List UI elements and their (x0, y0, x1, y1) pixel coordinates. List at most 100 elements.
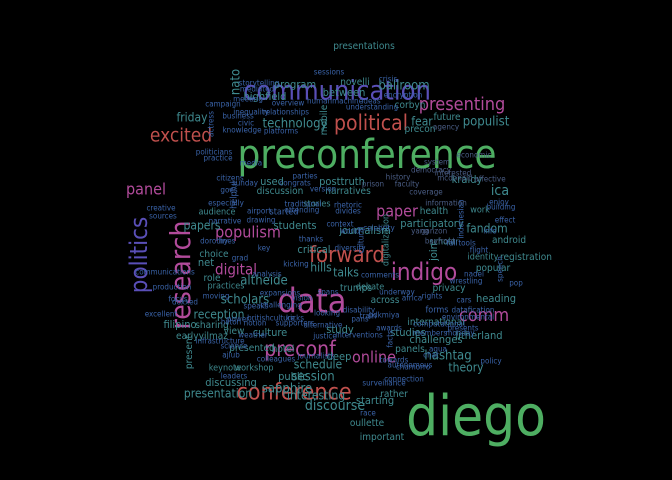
cloud-word-relationships: relationships (263, 108, 309, 117)
cloud-word-sunday: sunday (232, 179, 259, 188)
cloud-word-ideas: ideas (361, 97, 380, 106)
cloud-word-ajlub: ajlub (222, 351, 240, 360)
cloud-word-politics: politics (125, 217, 153, 294)
cloud-word-paper: paper (376, 202, 418, 221)
cloud-word-excited: excited (150, 125, 212, 147)
cloud-word-presents: presents (447, 324, 478, 333)
cloud-word-earlyyilmaz: earlyyilmaz (176, 331, 228, 342)
cloud-word-session: session (291, 370, 334, 385)
cloud-word-scholar: scholar (429, 238, 459, 248)
cloud-word-preconf: preconf (264, 337, 337, 361)
cloud-word-world: world (340, 227, 360, 236)
cloud-word-work: work (470, 206, 490, 216)
cloud-word-workshop: workshop (234, 364, 273, 374)
cloud-word-discussion: discussion (257, 186, 304, 197)
cloud-word-posttruth: posttruth (319, 175, 365, 188)
cloud-word-inequality: inequality (233, 108, 269, 117)
cloud-word-view: view (224, 326, 245, 337)
cloud-word-faculty: faculty (395, 180, 420, 189)
cloud-word-role: role (203, 273, 220, 284)
cloud-word-political: political (334, 111, 408, 135)
cloud-word-studies: studies (390, 326, 426, 339)
cloud-word-presented: presented (229, 343, 274, 354)
cloud-word-preconference: preconference (237, 132, 496, 178)
cloud-word-affective: affective (474, 175, 506, 184)
cloud-word-vision: vision (292, 294, 313, 303)
cloud-word-speech: speech (496, 256, 505, 282)
cloud-word-airport: airport (247, 207, 271, 216)
cloud-word-leaders: leaders (221, 372, 248, 381)
cloud-word-between: between (323, 86, 366, 99)
cloud-word-altheide: altheide (240, 274, 288, 289)
cloud-word-audience: audience (198, 208, 235, 218)
cloud-word-discourse: discourse (305, 398, 365, 414)
cloud-word-important: important (360, 432, 405, 443)
cloud-word-building: building (487, 203, 516, 212)
cloud-word-choice: choice (199, 249, 229, 260)
cloud-word-thanks: thanks (299, 235, 324, 244)
cloud-word-cultural: cultural (357, 226, 366, 253)
cloud-word-kicking: kicking (283, 260, 308, 269)
cloud-word-fear: fear (411, 115, 433, 129)
cloud-word-presenting: presenting (419, 94, 506, 115)
cloud-word-indigo: indigo (391, 258, 457, 286)
cloud-word-power: power (227, 315, 249, 324)
cloud-word-interventions: interventions (335, 331, 383, 340)
cloud-word-comm: comm (459, 305, 509, 326)
cloud-word-spans: spans (317, 288, 338, 297)
cloud-word-trumps: trumps (340, 283, 372, 294)
cloud-word-sessions: sessions (314, 68, 345, 77)
cloud-word-discussing: discussing (205, 376, 257, 389)
cloud-word-information: information (425, 199, 467, 208)
cloud-word-forms: forms (425, 306, 448, 316)
cloud-word-sources: sources (149, 212, 177, 221)
cloud-word-talks: talks (333, 266, 359, 280)
cloud-word-popular: popular (476, 263, 511, 274)
cloud-word-yang: yang (411, 227, 429, 236)
cloud-word-data: data (278, 282, 347, 322)
cloud-word-hashtag: hashtag (424, 349, 471, 364)
cloud-word-challenges: challenges (409, 333, 462, 346)
cloud-word-theory: theory (448, 361, 484, 375)
cloud-word-digitalization: digitalization (382, 214, 392, 266)
cloud-word-fandom: fandom (466, 222, 507, 236)
cloud-word-encryption: encryption (384, 91, 423, 100)
cloud-word-citizens: citizens (216, 174, 244, 183)
cloud-word-parties: parties (293, 172, 318, 181)
cloud-word-colleagues: colleagues (257, 355, 296, 364)
cloud-word-deep: deep (327, 350, 352, 363)
cloud-word-health: health (420, 206, 448, 217)
cloud-word-mobile: mobile (319, 104, 330, 135)
cloud-word-towards: towards (380, 356, 409, 365)
cloud-word-actress: actress (207, 111, 216, 137)
cloud-word-technology: technology (263, 117, 328, 132)
cloud-word-sharing: sharing (195, 320, 229, 331)
cloud-word-analysis: analysis (252, 270, 281, 279)
cloud-word-prison: prison (362, 180, 384, 189)
cloud-word-communications: communications (135, 268, 195, 277)
cloud-word-celebrity: celebrity (363, 224, 395, 233)
cloud-word-storytelling: storytelling (239, 79, 280, 88)
cloud-word-highfield: highfield (244, 90, 287, 103)
cloud-word-challenging: challenging (260, 301, 302, 310)
cloud-word-conference: conference (236, 380, 351, 406)
cloud-word-net: net (198, 256, 214, 269)
cloud-word-pans: pans (351, 315, 369, 324)
cloud-word-effect: effect (495, 216, 516, 225)
cloud-word-novelli: novelli (340, 77, 370, 88)
cloud-word-public: public (278, 370, 308, 383)
cloud-word-key: key (258, 244, 271, 253)
cloud-word-congrats: congrats (279, 179, 311, 188)
cloud-word-kraidy: kraidy (452, 173, 483, 186)
cloud-word-history: history (386, 173, 411, 182)
cloud-word-interested: interested (435, 169, 472, 178)
cloud-word-debate: debate (356, 283, 384, 293)
cloud-word-attending: attending (285, 206, 320, 215)
cloud-word-communication: communication (243, 76, 431, 107)
cloud-word-program: program (274, 78, 316, 91)
cloud-word-present: present (184, 334, 195, 369)
cloud-word-panels: panels (395, 344, 425, 355)
cloud-word-presentations: presentations (333, 41, 395, 52)
cloud-word-democracy: democracy (411, 166, 452, 175)
